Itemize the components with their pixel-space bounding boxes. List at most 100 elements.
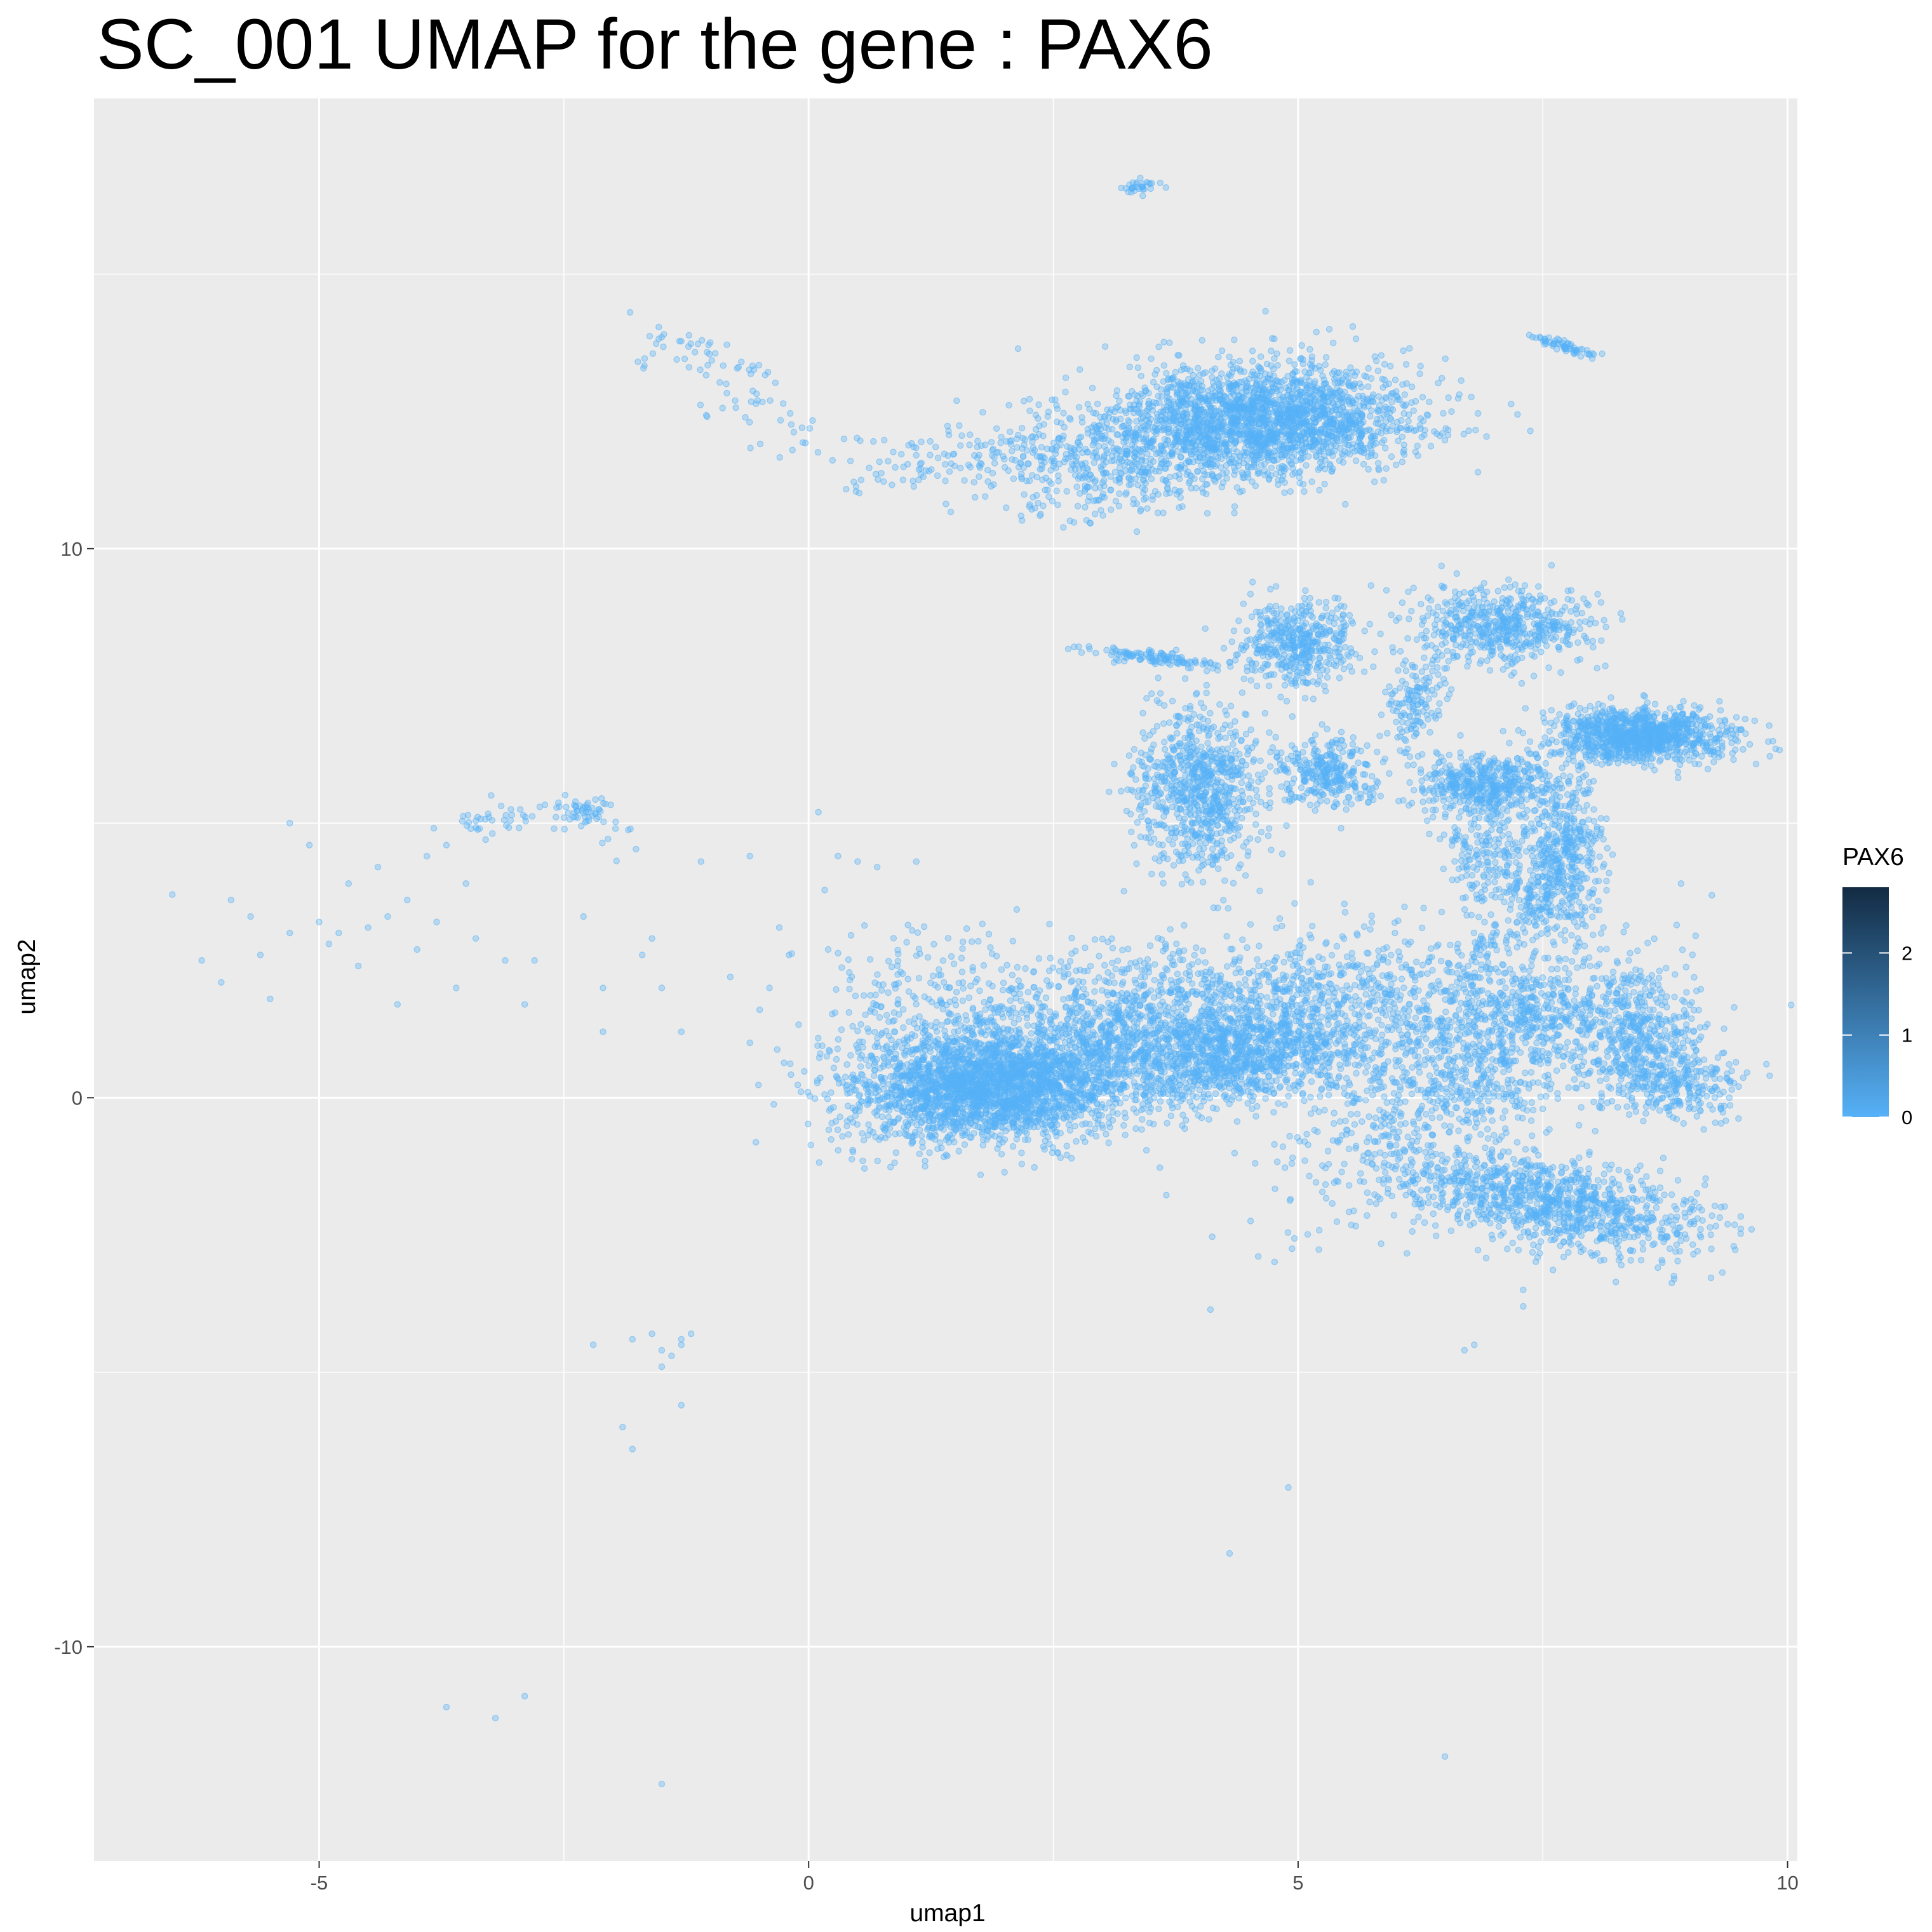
- cell-point: [929, 1117, 936, 1124]
- cell-point: [998, 1151, 1005, 1158]
- cell-point: [1042, 994, 1050, 1002]
- cell-point: [889, 1086, 896, 1094]
- cell-point: [968, 938, 976, 945]
- cell-point: [896, 1130, 903, 1137]
- cell-point: [902, 1088, 909, 1095]
- cell-point: [1254, 956, 1261, 963]
- cell-point: [881, 1093, 889, 1100]
- cell-point: [913, 1105, 920, 1112]
- cell-point: [937, 1124, 944, 1131]
- cell-point: [1223, 932, 1230, 940]
- cell-point: [911, 1062, 918, 1069]
- cell-point: [1057, 1084, 1064, 1091]
- cell-point: [965, 994, 973, 1002]
- cell-point: [904, 922, 911, 929]
- minor-gridlines: [94, 98, 1797, 1861]
- cell-point: [1049, 1144, 1057, 1151]
- cell-point: [1116, 1071, 1123, 1078]
- cell-point: [1239, 936, 1246, 943]
- cell-point: [1054, 1149, 1061, 1156]
- cell-point: [890, 1009, 897, 1016]
- cell-point: [1007, 984, 1015, 992]
- cell-point: [913, 1096, 920, 1104]
- cell-point: [871, 1059, 878, 1066]
- cell-point: [830, 1064, 838, 1071]
- cell-point: [906, 1117, 914, 1124]
- cell-point: [878, 1031, 885, 1038]
- cell-point: [1131, 1083, 1139, 1090]
- cell-point: [1014, 1060, 1021, 1067]
- cell-point: [913, 1000, 920, 1008]
- cell-point: [1030, 1124, 1038, 1130]
- cell-point: [1122, 1073, 1129, 1080]
- cell-point: [895, 1096, 902, 1103]
- cell-point: [825, 1126, 833, 1134]
- cell-point: [925, 1133, 933, 1141]
- cell-point: [795, 1021, 802, 1028]
- cell-point: [1031, 1164, 1038, 1171]
- cell-point: [1163, 1024, 1171, 1032]
- cell-point: [833, 986, 840, 993]
- cell-point: [871, 1028, 878, 1036]
- cell-point: [872, 1089, 879, 1097]
- cell-point: [1202, 959, 1209, 966]
- cell-point: [949, 1119, 956, 1127]
- cell-point: [985, 1066, 993, 1073]
- cell-point: [839, 1132, 846, 1140]
- cell-point: [1127, 960, 1134, 967]
- cell-point: [1202, 1019, 1209, 1026]
- cell-point: [1052, 1113, 1059, 1120]
- cell-point: [908, 927, 916, 934]
- cell-point: [866, 1078, 873, 1085]
- cell-point: [1104, 991, 1111, 998]
- cell-point: [988, 1131, 995, 1138]
- cell-point: [969, 1052, 977, 1060]
- cell-point: [1091, 988, 1098, 995]
- cell-point: [897, 1061, 904, 1068]
- cell-point: [956, 1085, 963, 1093]
- cell-point: [1007, 1078, 1014, 1085]
- cell-point: [1009, 1110, 1016, 1117]
- cell-point: [1273, 924, 1280, 932]
- cell-point: [755, 1082, 762, 1089]
- cell-point: [967, 983, 974, 989]
- cell-point: [1166, 1098, 1173, 1106]
- cell-point: [862, 1011, 869, 1019]
- cell-point: [1213, 1017, 1220, 1024]
- cell-point: [842, 1073, 849, 1080]
- cell-point: [998, 1099, 1006, 1107]
- cell-point: [1130, 1067, 1137, 1075]
- cell-point: [865, 1121, 872, 1128]
- cell-point: [1233, 1066, 1241, 1073]
- cell-point: [1090, 1060, 1098, 1068]
- cell-point: [814, 1079, 821, 1087]
- cell-point: [1318, 1085, 1325, 1092]
- cell-point: [1306, 1066, 1313, 1074]
- cell-point: [1190, 1053, 1197, 1060]
- cell-point: [1046, 920, 1053, 928]
- cell-point: [875, 1043, 882, 1050]
- cell-point: [1086, 1070, 1094, 1077]
- cell-point: [844, 1103, 852, 1110]
- cell-point: [936, 1094, 943, 1101]
- cell-point: [1132, 992, 1139, 1000]
- cell-point: [1114, 1110, 1121, 1117]
- cell-point: [1022, 1035, 1029, 1042]
- cell-point: [1030, 1102, 1037, 1109]
- cell-point: [1097, 1056, 1105, 1064]
- cell-point: [991, 1124, 998, 1131]
- cell-point: [1110, 990, 1117, 998]
- cell-point: [1012, 1085, 1020, 1092]
- cell-point: [1050, 1124, 1057, 1131]
- cell-point: [967, 1070, 974, 1077]
- cell-point: [1091, 978, 1099, 985]
- cell-point: [848, 973, 855, 981]
- cell-point: [1122, 1066, 1129, 1073]
- cell-point: [848, 1156, 855, 1163]
- cell-point: [1060, 996, 1067, 1003]
- cell-point: [1299, 1089, 1306, 1097]
- cell-point: [957, 1022, 965, 1029]
- cell-point: [1068, 934, 1075, 942]
- cell-point: [880, 1125, 888, 1133]
